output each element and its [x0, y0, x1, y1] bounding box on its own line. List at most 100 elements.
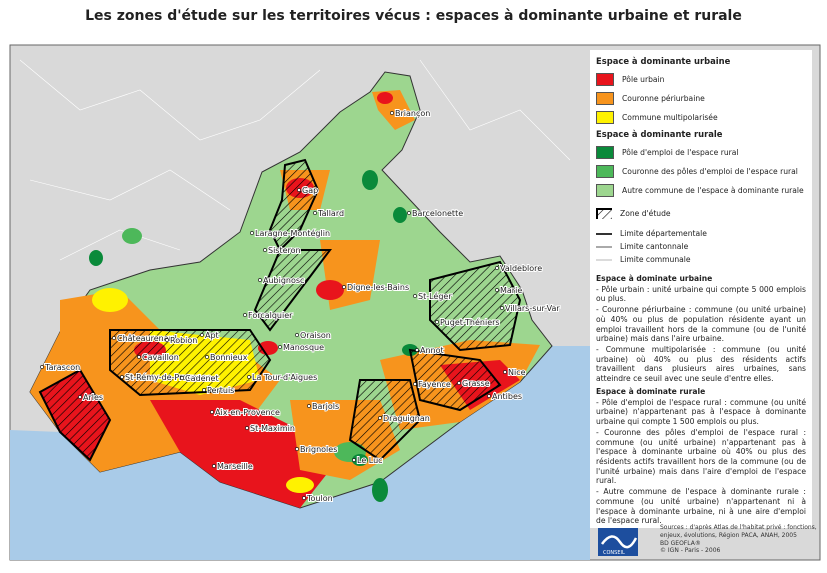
line-swatch [596, 232, 612, 235]
town-dot [120, 375, 124, 379]
legend-label: Pôle urbain [622, 75, 665, 84]
town-labels: Briançon Gap Tallard Barcelonette Laragne-Mo… [40, 108, 561, 504]
swatch [596, 184, 614, 197]
town-dot [495, 288, 499, 292]
legend-label: Couronne périurbaine [622, 94, 705, 103]
town-label: Marseille [217, 462, 253, 471]
town-label: Valdeblore [500, 264, 542, 273]
town-dot [278, 345, 282, 349]
town-label: Annot [420, 346, 444, 355]
definitions: Espace à dominate urbaine - Pôle urbain :… [596, 274, 806, 526]
legend-item: Couronne périurbaine [596, 89, 806, 108]
line-swatch [596, 246, 612, 247]
outside-communes [19, 59, 571, 261]
legend-group: Pôle d'emploi de l'espace rural Couronne … [596, 143, 806, 200]
town-label: St-Maximin [250, 424, 295, 433]
town-label: Barjols [312, 402, 339, 411]
definition: - Couronne des pôles d'emploi de l'espac… [596, 427, 806, 486]
town-label: Arles [83, 393, 103, 402]
legend-label: Zone d'étude [620, 209, 671, 218]
town-dot [352, 458, 356, 462]
town-dot [263, 248, 267, 252]
swatch [596, 111, 614, 124]
town-label: Cadenet [185, 374, 219, 383]
town-label: Gap [302, 186, 318, 195]
definition-heading: Espace à dominate rurale [596, 386, 706, 396]
town-dot [378, 416, 382, 420]
logo-wave [600, 535, 638, 549]
town-label: Briançon [395, 109, 430, 118]
town-dot [295, 447, 299, 451]
town-label: Sisteron [268, 246, 301, 255]
legend-label: Commune multipolarisée [622, 113, 718, 122]
definition: - Pôle d'emploi de l'espace rural : comm… [596, 397, 806, 427]
town-dot [503, 370, 507, 374]
town-label: Nice [508, 368, 526, 377]
definition: - Pôle urbain : unité urbaine qui compte… [596, 284, 806, 304]
town-label: Fayence [418, 380, 451, 389]
legend: Espace à dominante urbaine Pôle urbain Co… [590, 50, 812, 528]
swatch [596, 146, 614, 159]
town-label: Aubignosc [263, 276, 304, 285]
town-dot [435, 320, 439, 324]
legend-item: Autre commune de l'espace à dominante ru… [596, 181, 806, 200]
town-label: Châteaurenard [117, 334, 177, 343]
town-label: Tarascon [44, 363, 80, 372]
legend-heading: Espace à dominante urbaine [596, 56, 731, 66]
town-dot [112, 336, 116, 340]
town-label: Draguignan [383, 414, 430, 423]
town-dot [250, 231, 254, 235]
town-dot [165, 338, 169, 342]
line-swatch [596, 259, 612, 260]
swatch [596, 73, 614, 86]
town-dot [413, 294, 417, 298]
definition-heading: Espace à dominate urbaine [596, 274, 713, 283]
town-dot [200, 333, 204, 337]
town-label: Pertuis [207, 386, 234, 395]
town-label: Brignoles [300, 445, 337, 454]
town-dot [212, 464, 216, 468]
legend-label: Limite communale [620, 255, 691, 264]
town-dot [78, 395, 82, 399]
town-dot [342, 285, 346, 289]
town-dot [487, 394, 491, 398]
town-label: Marie [500, 286, 522, 295]
legend-group: Limite départementale Limite cantonnale Li… [596, 227, 806, 266]
rural-poles [89, 170, 418, 502]
definition: - Autre commune de l'espace à dominante … [596, 487, 806, 526]
town-dot [457, 381, 461, 385]
town-dot [307, 404, 311, 408]
definition: - Commune multipolarisée : commune (ou u… [596, 345, 806, 384]
town-label: Barcelonette [412, 209, 463, 218]
town-label: Manosque [283, 343, 324, 352]
town-label: Robion [170, 336, 197, 345]
town-label: Le Luc [357, 456, 383, 465]
town-label: Antibes [492, 392, 522, 401]
definition: - Couronne périurbaine : commune (ou uni… [596, 305, 806, 344]
sources: Sources : d'après Atlas de l'habitat pri… [660, 524, 820, 555]
town-label: Bonnieux [210, 353, 248, 362]
town-label: Puget-Théniers [440, 317, 500, 327]
town-dot [245, 426, 249, 430]
town-dot [313, 211, 317, 215]
town-dot [180, 376, 184, 380]
town-dot [202, 388, 206, 392]
title: Les zones d'étude sur les territoires vé… [85, 8, 742, 24]
town-label: Digne-les-Bains [347, 283, 409, 292]
swatch [596, 208, 612, 219]
town-label: St-Rémy-de-Provence [125, 372, 211, 382]
town-dot [297, 188, 301, 192]
town-dot [415, 348, 419, 352]
legend-item: Commune multipolarisée [596, 108, 806, 127]
study-zones [38, 158, 522, 462]
town-dot [205, 355, 209, 359]
source-line: © IGN - Paris - 2006 [660, 547, 721, 555]
swatch [596, 92, 614, 105]
town-label: Oraison [300, 331, 331, 340]
legend-label: Pôle d'emploi de l'espace rural [622, 148, 739, 157]
sea [10, 346, 590, 560]
town-label: Toulon [306, 494, 333, 503]
town-label: La Tour-d'Aigues [252, 373, 317, 382]
town-label: St-Léger [418, 291, 452, 301]
